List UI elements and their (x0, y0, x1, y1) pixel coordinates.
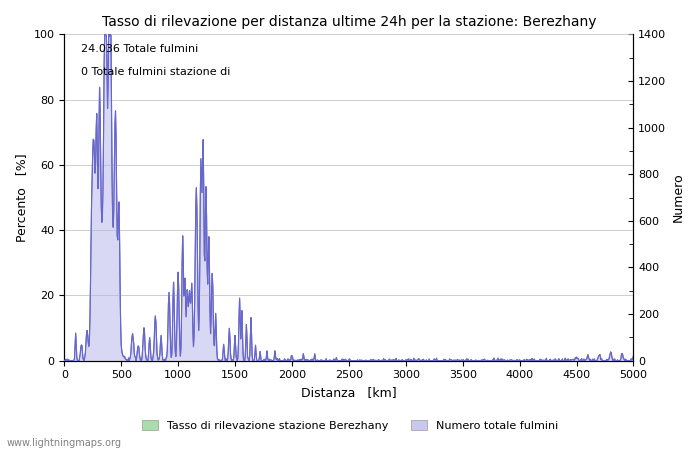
Title: Tasso di rilevazione per distanza ultime 24h per la stazione: Berezhany: Tasso di rilevazione per distanza ultime… (102, 15, 596, 29)
Text: 24.036 Totale fulmini: 24.036 Totale fulmini (81, 44, 199, 54)
Y-axis label: Percento   [%]: Percento [%] (15, 153, 28, 242)
Text: 0 Totale fulmini stazione di: 0 Totale fulmini stazione di (81, 67, 231, 77)
Y-axis label: Numero: Numero (672, 173, 685, 222)
X-axis label: Distanza   [km]: Distanza [km] (301, 386, 397, 399)
Legend: Tasso di rilevazione stazione Berezhany, Numero totale fulmini: Tasso di rilevazione stazione Berezhany,… (137, 416, 563, 436)
Text: www.lightningmaps.org: www.lightningmaps.org (7, 438, 122, 448)
